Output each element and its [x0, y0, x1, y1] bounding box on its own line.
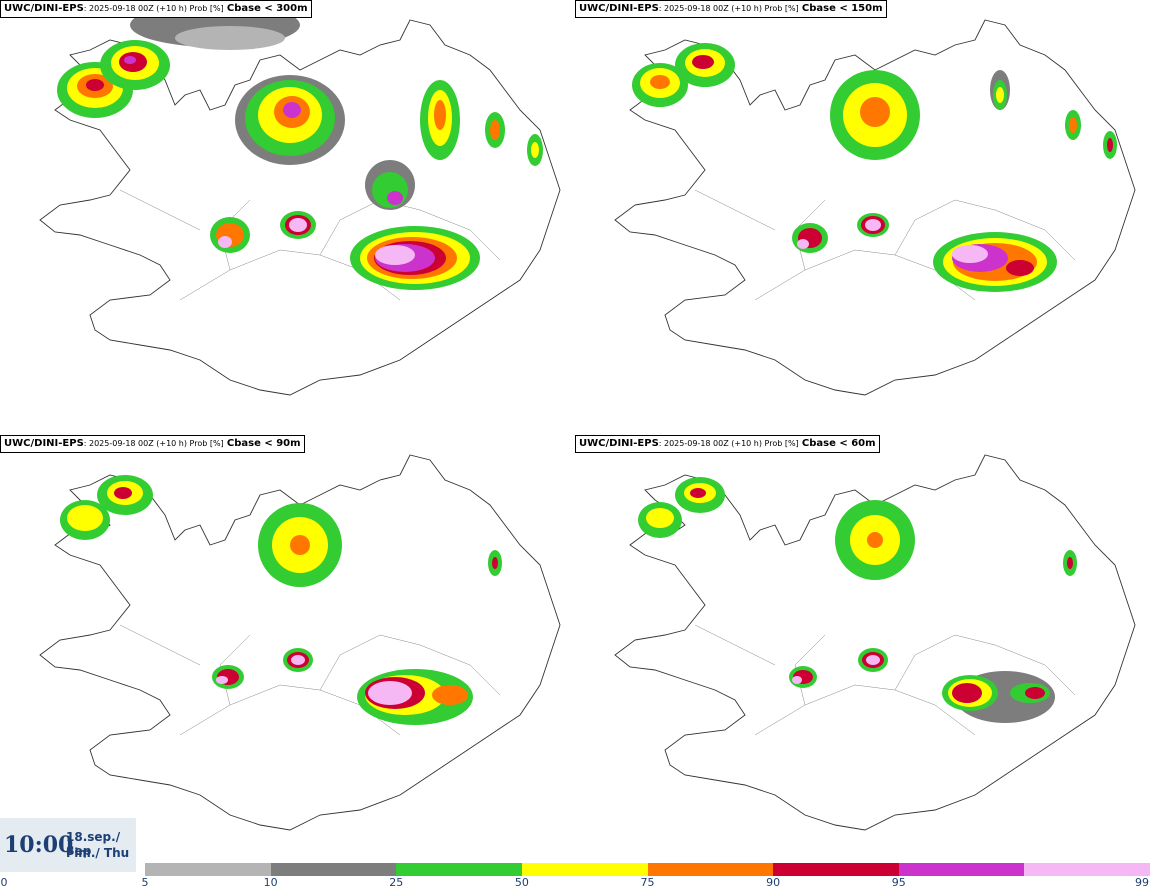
prob-blob-vatnajokull [933, 232, 1057, 292]
map-panel-1: UWC/DINI-EPS: 2025-09-18 00Z (+10 h) Pro… [0, 0, 575, 435]
run-info: : 2025-09-18 00Z (+10 h) Prob [%] [658, 4, 799, 13]
map-svg-2 [575, 0, 1150, 435]
run-info: : 2025-09-18 00Z (+10 h) Prob [%] [83, 439, 224, 448]
run-info: : 2025-09-18 00Z (+10 h) Prob [%] [83, 4, 224, 13]
model-name: UWC/DINI-EPS [4, 438, 84, 449]
prob-blob-westfjords-north [675, 477, 725, 513]
valid-time-box: 10:00 18.sep./ Sep Fim./ Thu [0, 818, 136, 872]
prob-blob-westfjords-north [97, 475, 153, 515]
prob-blob-nw [638, 502, 682, 538]
field-name: Cbase < 90m [226, 438, 301, 449]
colorbar-tick-label: 0 [0, 876, 8, 889]
colorbar-tick-label: 75 [640, 876, 655, 889]
colorbar-tick-label: 95 [891, 876, 906, 889]
colorbar-swatch [270, 863, 397, 876]
map-panel-3: UWC/DINI-EPS: 2025-09-18 00Z (+10 h) Pro… [0, 435, 575, 870]
prob-blob-hofsjokull [789, 666, 817, 688]
colorbar [145, 863, 1150, 876]
colorbar-swatch [773, 863, 899, 876]
panel-title-1: UWC/DINI-EPS: 2025-09-18 00Z (+10 h) Pro… [0, 0, 312, 18]
colorbar-tick-label: 25 [389, 876, 404, 889]
prob-blob-north [830, 70, 920, 160]
prob-blob-hofsjokull [210, 217, 250, 253]
panel-title-2: UWC/DINI-EPS: 2025-09-18 00Z (+10 h) Pro… [575, 0, 887, 18]
colorbar-swatch [521, 863, 648, 876]
map-svg-1 [0, 3, 575, 435]
prob-blob-central [365, 160, 415, 210]
valid-time: 10:00 [4, 832, 74, 858]
run-info: : 2025-09-18 00Z (+10 h) Prob [%] [658, 439, 799, 448]
prob-blob-northeast [420, 80, 460, 160]
prob-blob-east [488, 550, 502, 576]
map-panel-2: UWC/DINI-EPS: 2025-09-18 00Z (+10 h) Pro… [575, 0, 1150, 435]
prob-blob-nw [60, 500, 110, 540]
prob-blob-westfjords-north [675, 43, 735, 87]
prob-blob-east [1065, 110, 1117, 159]
field-name: Cbase < 300m [226, 3, 308, 14]
model-name: UWC/DINI-EPS [579, 438, 659, 449]
map-panel-4: UWC/DINI-EPS: 2025-09-18 00Z (+10 h) Pro… [575, 435, 1150, 870]
prob-blob-langjokull [857, 213, 889, 237]
valid-day: Fim./ Thu [66, 846, 130, 860]
prob-blob-langjokull [280, 211, 316, 239]
prob-blob-westfjords-north [100, 40, 170, 90]
prob-blob-east [485, 112, 543, 166]
prob-blob-north [835, 500, 915, 580]
model-name: UWC/DINI-EPS [579, 3, 659, 14]
prob-blob-langjokull [858, 648, 888, 672]
prob-blob-langjokull [283, 648, 313, 672]
map-svg-4 [575, 435, 1150, 870]
field-name: Cbase < 150m [801, 3, 883, 14]
prob-blob-hofsjokull [212, 665, 244, 689]
prob-blob-hofsjokull [792, 223, 828, 253]
panel-title-4: UWC/DINI-EPS: 2025-09-18 00Z (+10 h) Pro… [575, 435, 880, 453]
prob-blob-north [235, 75, 345, 165]
colorbar-tick-label: 99 [1135, 876, 1149, 889]
cloud-prob-area [175, 26, 285, 50]
colorbar-tick-label: 90 [766, 876, 781, 889]
prob-blob-north [258, 503, 342, 587]
colorbar-swatch [647, 863, 774, 876]
colorbar-tick-label: 10 [263, 876, 278, 889]
prob-blob-east [1063, 550, 1077, 576]
map-svg-3 [0, 435, 575, 870]
prob-blob-vatnajokull [942, 671, 1055, 723]
prob-blob-northeast [990, 70, 1010, 110]
prob-blob-nw [632, 63, 688, 107]
prob-blob-vatnajokull [357, 669, 473, 725]
model-name: UWC/DINI-EPS [4, 3, 84, 14]
colorbar-swatch [396, 863, 522, 876]
field-name: Cbase < 60m [801, 438, 876, 449]
valid-date: 18.sep./ Sep [66, 830, 121, 858]
colorbar-tick-label: 50 [514, 876, 529, 889]
colorbar-swatch [145, 863, 271, 876]
colorbar-swatch [1024, 863, 1150, 876]
colorbar-tick-label: 5 [141, 876, 149, 889]
prob-blob-vatnajokull [350, 226, 480, 290]
panel-title-3: UWC/DINI-EPS: 2025-09-18 00Z (+10 h) Pro… [0, 435, 305, 453]
colorbar-swatch [898, 863, 1025, 876]
